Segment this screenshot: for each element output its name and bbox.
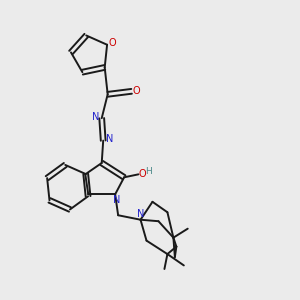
Text: H: H bbox=[145, 167, 152, 176]
Text: N: N bbox=[106, 134, 113, 144]
Text: N: N bbox=[113, 195, 120, 205]
Text: N: N bbox=[92, 112, 99, 122]
Text: O: O bbox=[109, 38, 116, 48]
Text: O: O bbox=[133, 86, 140, 96]
Text: N: N bbox=[137, 209, 145, 219]
Text: O: O bbox=[138, 169, 146, 179]
